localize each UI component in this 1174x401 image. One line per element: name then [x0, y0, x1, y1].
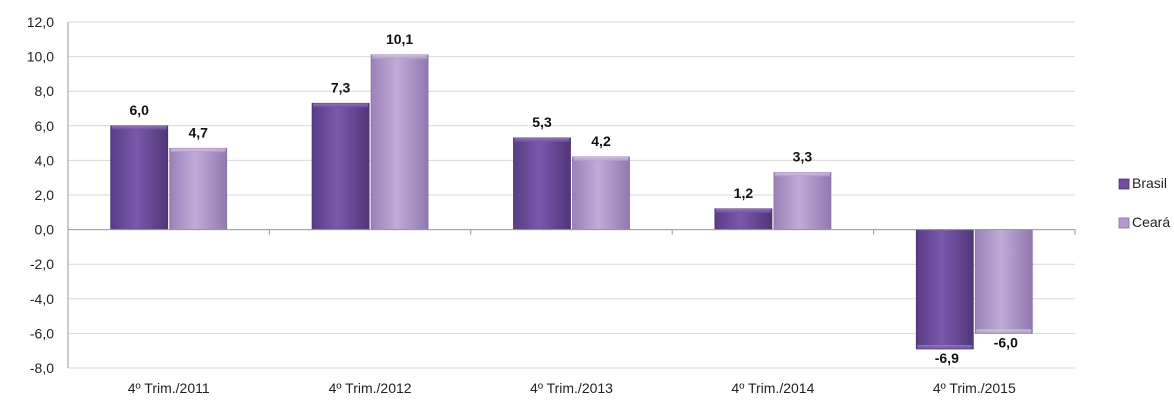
bar-cap — [774, 172, 830, 177]
bar-cap — [313, 103, 369, 108]
bar-cap — [514, 137, 570, 142]
bar-cap — [372, 54, 428, 59]
data-label: 5,3 — [532, 114, 552, 130]
data-label: 10,1 — [386, 31, 413, 47]
data-label: 4,7 — [188, 124, 208, 140]
bar-ceara — [169, 147, 228, 230]
y-tick-label: 6,0 — [35, 118, 55, 134]
y-tick-label: -6,0 — [30, 325, 54, 341]
y-tick-label: -8,0 — [30, 360, 54, 376]
legend-swatch — [1118, 217, 1130, 229]
bar-brasil — [311, 102, 370, 230]
data-label: -6,9 — [935, 350, 959, 366]
y-tick-label: -4,0 — [30, 291, 54, 307]
bar-ceara — [773, 172, 832, 230]
data-label: 4,2 — [591, 133, 611, 149]
y-tick-label: 8,0 — [35, 83, 55, 99]
bar-brasil — [915, 229, 974, 350]
category-label: 4º Trim./2011 — [128, 380, 210, 396]
y-tick-label: 4,0 — [35, 152, 55, 168]
y-tick-label: 12,0 — [27, 14, 54, 30]
data-label: 1,2 — [734, 185, 754, 201]
y-tick-label: 10,0 — [27, 49, 54, 65]
data-label: -6,0 — [994, 334, 1018, 350]
bar-cap — [917, 344, 973, 349]
category-label: 4º Trim./2013 — [530, 380, 613, 396]
legend-label: Ceará — [1132, 214, 1170, 230]
bar-ceara — [974, 229, 1033, 334]
category-label: 4º Trim./2014 — [731, 380, 814, 396]
category-label: 4º Trim./2015 — [933, 380, 1016, 396]
category-label: 4º Trim./2012 — [329, 380, 412, 396]
bar-ceara — [572, 156, 630, 231]
bar-brasil — [513, 137, 571, 231]
y-tick-label: 0,0 — [35, 222, 55, 238]
data-label: 3,3 — [793, 149, 813, 165]
data-label: 7,3 — [331, 79, 351, 95]
bar-brasil — [110, 125, 169, 231]
bar-cap — [573, 156, 629, 161]
labels-layer: 12,0 10,0 8,0 6,0 4,0 2,0 0,0 -2,0 -4,0 -6,0 -8,0 4… — [27, 14, 1018, 396]
data-label: 6,0 — [129, 102, 149, 118]
bar-ceara — [370, 54, 429, 230]
bar-cap — [170, 148, 226, 153]
bars-layer — [110, 54, 1033, 350]
y-tick-label: -2,0 — [30, 256, 54, 272]
legend-swatch — [1118, 178, 1130, 190]
bar-cap — [976, 329, 1032, 334]
legend-label: Brasil — [1132, 175, 1167, 191]
axes-layer — [67, 22, 1076, 368]
legend: Brasil Ceará — [1118, 175, 1170, 230]
bar-cap — [111, 125, 167, 130]
bar-cap — [715, 208, 771, 213]
y-tick-label: 2,0 — [35, 187, 55, 203]
